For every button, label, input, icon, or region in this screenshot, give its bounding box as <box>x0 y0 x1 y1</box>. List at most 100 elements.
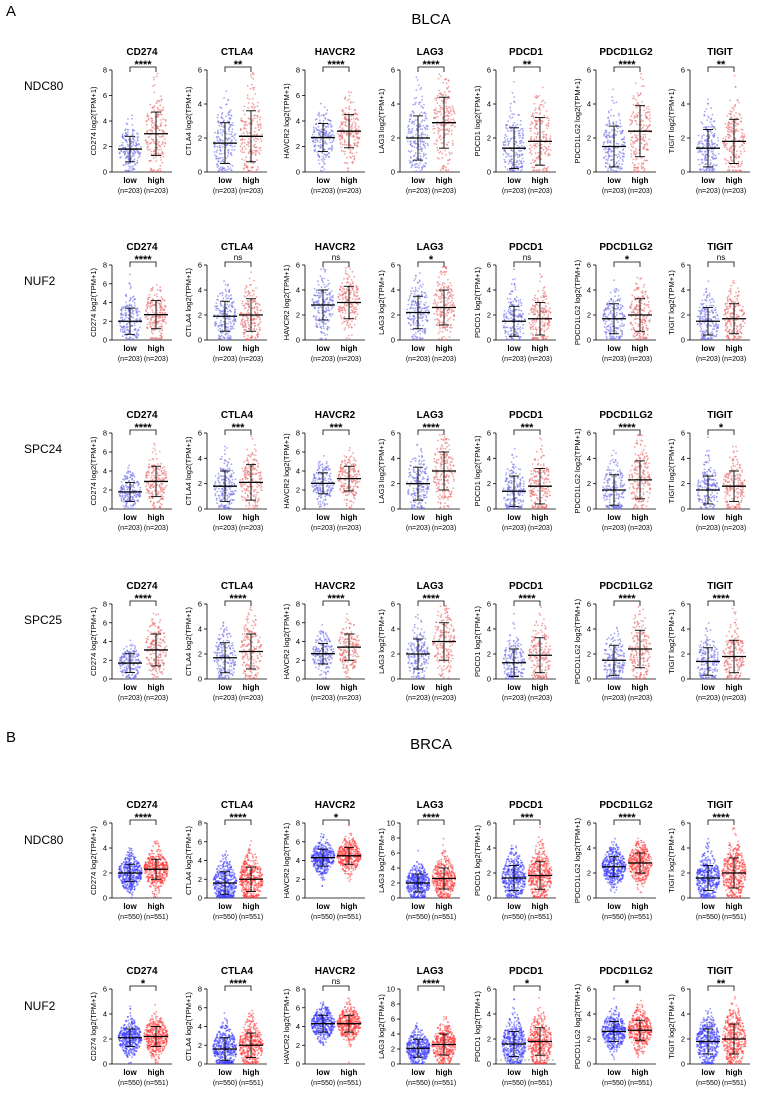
data-point <box>326 143 328 145</box>
data-point <box>452 297 454 299</box>
data-point <box>409 308 411 310</box>
data-point <box>325 130 327 132</box>
panel-b-letter: B <box>6 729 16 746</box>
data-point <box>150 305 152 307</box>
data-point <box>226 304 228 306</box>
data-point <box>449 327 451 329</box>
data-point <box>342 312 344 314</box>
data-point <box>740 120 742 122</box>
data-point <box>326 334 328 336</box>
data-point <box>348 325 350 327</box>
data-point <box>222 336 224 338</box>
data-point <box>352 311 354 313</box>
data-point <box>520 162 522 164</box>
data-point <box>331 145 333 147</box>
data-point <box>710 121 712 123</box>
data-point <box>216 136 218 138</box>
data-point <box>260 149 262 151</box>
data-point <box>424 165 426 167</box>
data-point <box>631 120 633 122</box>
data-point <box>537 132 539 134</box>
data-point <box>608 156 610 158</box>
data-point <box>739 114 741 116</box>
data-point <box>420 105 422 107</box>
data-point <box>453 305 455 307</box>
data-point <box>160 124 162 126</box>
data-point <box>519 141 521 143</box>
y-tick-label: 6 <box>681 66 685 75</box>
data-point <box>232 136 234 138</box>
data-point <box>617 143 619 145</box>
data-point <box>436 311 438 313</box>
data-point <box>727 160 729 162</box>
data-point <box>230 321 232 323</box>
data-point <box>421 292 423 294</box>
data-point <box>613 115 615 117</box>
data-point <box>425 118 427 120</box>
data-point <box>127 132 129 134</box>
data-point <box>421 96 423 98</box>
data-point <box>231 139 233 141</box>
data-point <box>508 153 510 155</box>
data-point <box>642 139 644 141</box>
data-point <box>616 163 618 165</box>
data-point <box>515 334 517 336</box>
n-label: (n=203) <box>528 188 552 195</box>
data-point <box>529 322 531 324</box>
data-point <box>611 96 613 98</box>
data-point <box>510 150 512 152</box>
y-tick-label: 6 <box>587 261 591 270</box>
data-point <box>735 120 737 122</box>
data-point <box>604 133 606 135</box>
data-point <box>356 152 358 154</box>
data-point <box>157 141 159 143</box>
data-point <box>503 159 505 161</box>
data-point <box>136 311 138 313</box>
data-point <box>350 133 352 135</box>
data-point <box>731 107 733 109</box>
data-point <box>737 99 739 101</box>
data-point <box>724 158 726 160</box>
data-point <box>533 117 535 119</box>
data-point <box>342 109 344 111</box>
data-point <box>451 300 453 302</box>
data-point <box>438 296 440 298</box>
data-point <box>350 101 352 103</box>
data-point <box>351 279 353 281</box>
data-point <box>547 327 549 329</box>
data-point <box>242 300 244 302</box>
data-point <box>252 295 254 297</box>
data-point <box>126 329 128 331</box>
data-point <box>248 306 250 308</box>
data-point <box>410 166 412 168</box>
data-point <box>450 109 452 111</box>
data-point <box>320 268 322 270</box>
data-point <box>258 111 260 113</box>
data-point <box>147 324 149 326</box>
data-point <box>216 151 218 153</box>
data-point <box>248 309 250 311</box>
data-point <box>619 156 621 158</box>
y-axis-label: LAG3 log2(TPM+1) <box>377 270 386 335</box>
data-point <box>533 115 535 117</box>
data-point <box>409 160 411 162</box>
data-point <box>406 309 408 311</box>
data-point <box>252 87 254 89</box>
data-point <box>446 87 448 89</box>
data-point <box>245 128 247 130</box>
data-point <box>165 119 167 121</box>
data-point <box>256 138 258 140</box>
data-point <box>413 142 415 144</box>
x-category-label: low <box>123 344 137 353</box>
data-point <box>714 126 716 128</box>
data-point <box>517 130 519 132</box>
data-point <box>606 329 608 331</box>
data-point <box>504 322 506 324</box>
data-point <box>222 295 224 297</box>
data-point <box>414 140 416 142</box>
data-point <box>450 110 452 112</box>
data-point <box>164 300 166 302</box>
data-point <box>728 134 730 136</box>
data-point <box>530 136 532 138</box>
data-point <box>453 118 455 120</box>
